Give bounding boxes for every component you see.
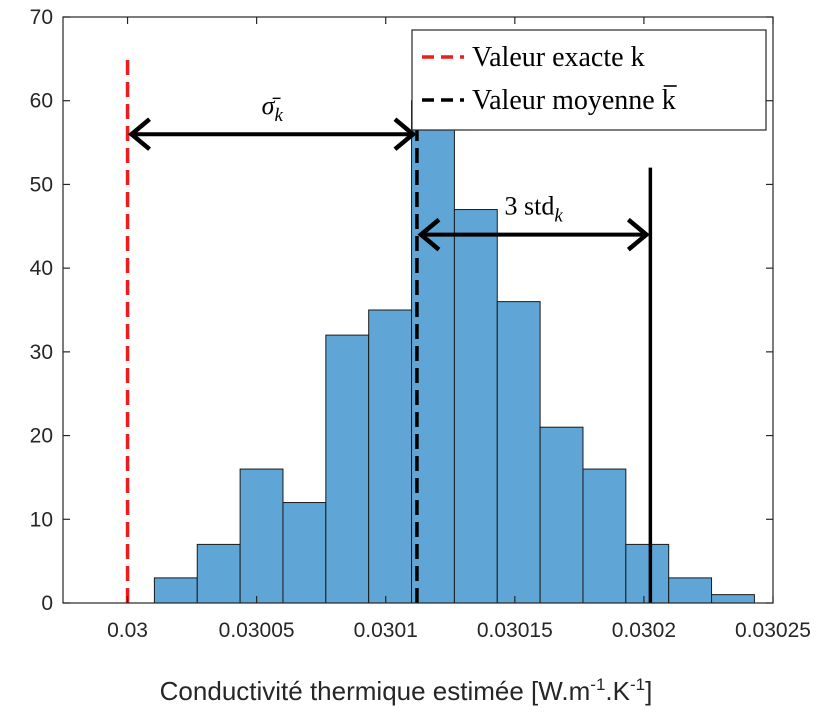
histogram-bar — [325, 334, 370, 604]
reference-lines — [125, 58, 653, 603]
three-std-arrow-head-left — [417, 217, 441, 252]
axis-ticks: 0.03 0.03005 0.0301 0.03015 0.0302 0.03025 0 10… — [30, 6, 811, 642]
x-tick-label: 0.03 — [107, 619, 148, 642]
legend: Valeur exacte k Valeur moyenne k — [411, 29, 767, 131]
y-tick-label: 70 — [30, 6, 53, 29]
histogram-bar — [282, 502, 327, 604]
sigma-arrow-head-right — [393, 117, 417, 151]
x-tick-label: 0.03025 — [735, 619, 811, 642]
histogram-bar — [539, 426, 584, 604]
histogram-bar — [196, 543, 241, 604]
y-tick-label: 30 — [30, 341, 53, 364]
x-tick-label: 0.03015 — [477, 619, 553, 642]
histogram-bar — [582, 468, 627, 604]
three-std-label: 3 stdk — [505, 192, 564, 227]
y-tick-label: 40 — [30, 257, 53, 280]
y-tick-label: 50 — [30, 173, 53, 196]
y-tick-label: 10 — [30, 508, 53, 531]
histogram-bar — [668, 577, 713, 604]
x-tick-label: 0.0301 — [354, 619, 418, 642]
legend-label: Valeur exacte k — [472, 42, 645, 73]
histogram-bar — [711, 594, 755, 604]
histogram-bar — [625, 543, 670, 604]
histogram-bar — [496, 301, 541, 604]
y-tick-label: 0 — [41, 592, 53, 615]
sigma-arrow-head-left — [128, 117, 151, 151]
histogram-bars — [153, 100, 755, 604]
x-axis-label: Conductivité thermique estimée [W.m-1.K-… — [160, 675, 653, 706]
x-tick-label: 0.03005 — [219, 619, 295, 642]
plot-frame — [62, 16, 774, 604]
sigma-label: σ̄k — [262, 91, 284, 126]
y-tick-label: 60 — [30, 90, 53, 113]
histogram-bar — [153, 577, 198, 604]
legend-label: Valeur moyenne k — [472, 85, 676, 116]
histogram-bar — [368, 309, 413, 604]
three-std-arrow-head-right — [626, 217, 650, 252]
x-tick-label: 0.0302 — [612, 619, 676, 642]
y-tick-label: 20 — [30, 425, 53, 448]
legend-box — [411, 29, 767, 131]
histogram-bar — [453, 209, 498, 604]
histogram-bar — [239, 468, 284, 604]
